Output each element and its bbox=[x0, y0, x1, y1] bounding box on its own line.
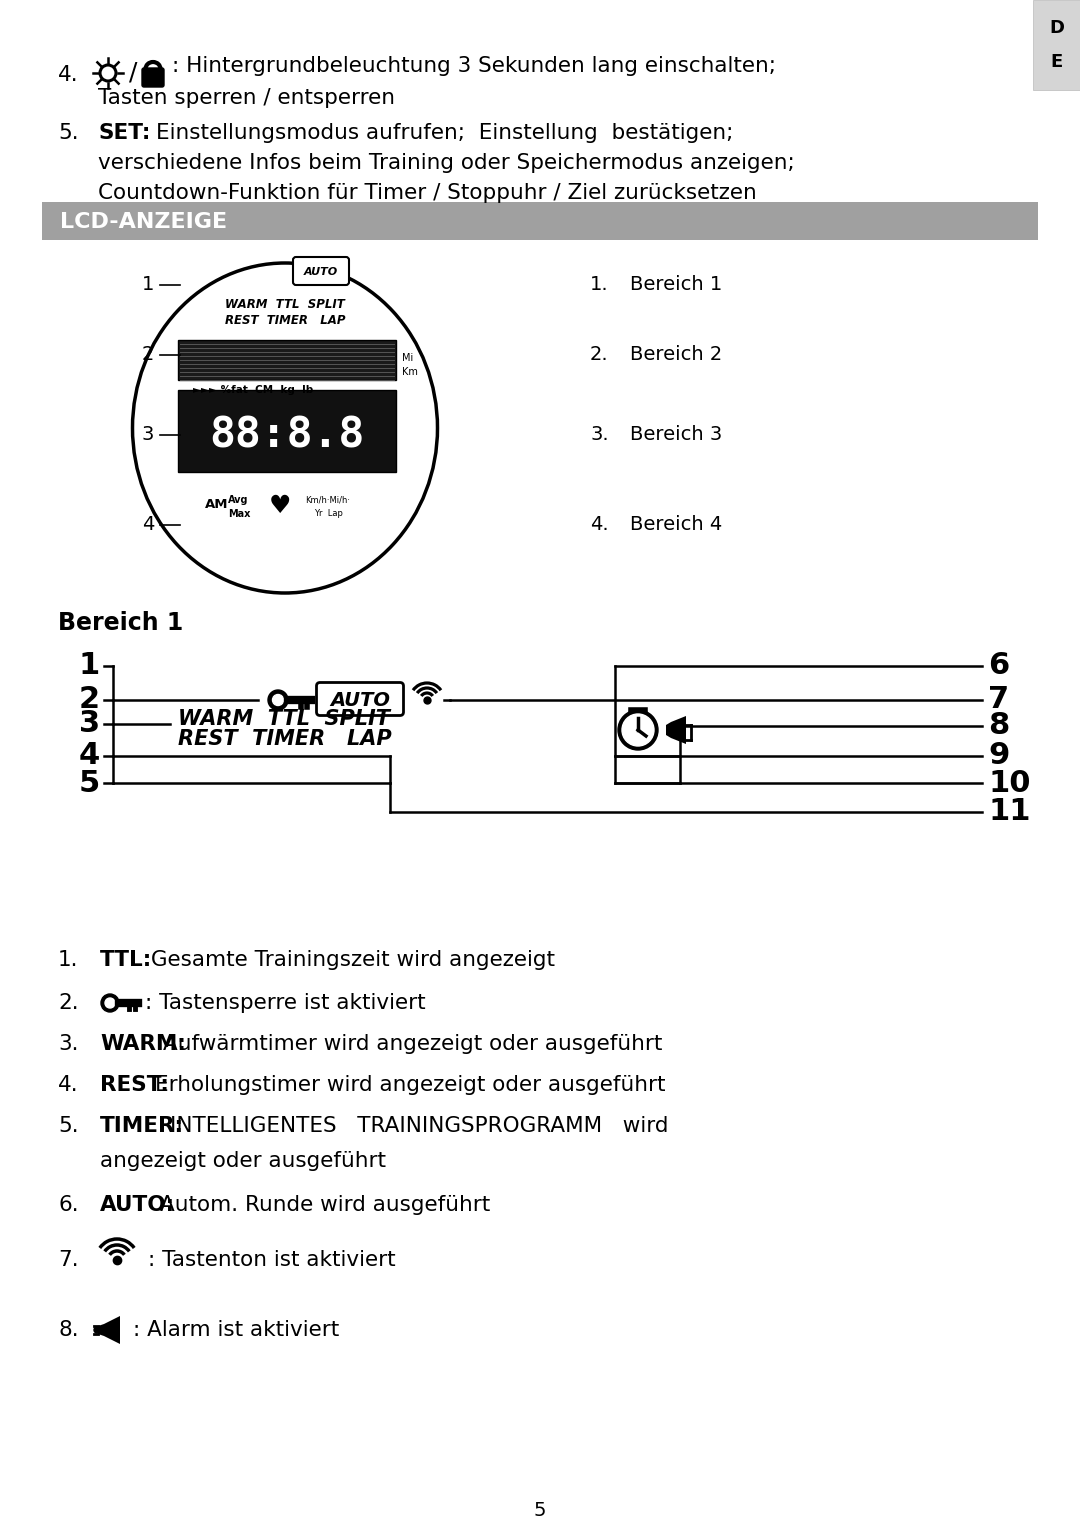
Text: 4.: 4. bbox=[58, 64, 79, 84]
Text: WARM:: WARM: bbox=[100, 1034, 186, 1054]
FancyBboxPatch shape bbox=[141, 67, 164, 87]
Text: angezeigt oder ausgeführt: angezeigt oder ausgeführt bbox=[100, 1151, 386, 1170]
Text: TIMER:: TIMER: bbox=[100, 1115, 184, 1137]
Text: /: / bbox=[129, 61, 137, 84]
Text: Bereich 4: Bereich 4 bbox=[630, 515, 723, 535]
Text: 4: 4 bbox=[79, 741, 100, 771]
Text: 4.: 4. bbox=[590, 515, 609, 535]
Circle shape bbox=[102, 994, 119, 1013]
Text: Bereich 3: Bereich 3 bbox=[630, 426, 723, 444]
Text: ►►► %fat  CM  kg  lb: ►►► %fat CM kg lb bbox=[193, 385, 313, 395]
Text: 8: 8 bbox=[988, 711, 1009, 740]
Text: REST  TIMER   LAP: REST TIMER LAP bbox=[178, 729, 392, 749]
Text: : Alarm ist aktiviert: : Alarm ist aktiviert bbox=[133, 1321, 339, 1340]
Text: 10: 10 bbox=[988, 769, 1030, 798]
Text: 3: 3 bbox=[141, 426, 154, 444]
Text: WARM  TTL  SPLIT: WARM TTL SPLIT bbox=[178, 709, 390, 729]
Text: 6: 6 bbox=[988, 651, 1009, 680]
Text: Bereich 1: Bereich 1 bbox=[58, 611, 184, 634]
Polygon shape bbox=[98, 1316, 120, 1344]
Text: 5: 5 bbox=[534, 1500, 546, 1520]
Text: 2.: 2. bbox=[590, 346, 609, 365]
Text: REST:: REST: bbox=[100, 1075, 168, 1095]
Circle shape bbox=[268, 689, 288, 709]
Text: 11: 11 bbox=[988, 798, 1030, 826]
Text: AUTO:: AUTO: bbox=[100, 1195, 175, 1215]
Text: 5: 5 bbox=[79, 769, 100, 798]
Text: TTL:: TTL: bbox=[100, 950, 152, 970]
Text: Einstellungsmodus aufrufen;  Einstellung  bestätigen;: Einstellungsmodus aufrufen; Einstellung … bbox=[156, 123, 733, 142]
Circle shape bbox=[272, 694, 283, 706]
Text: E: E bbox=[1051, 54, 1063, 70]
Text: D: D bbox=[1050, 18, 1065, 37]
Text: Mi: Mi bbox=[402, 352, 414, 363]
Text: 1: 1 bbox=[141, 276, 154, 294]
Text: 1.: 1. bbox=[590, 276, 609, 294]
Text: Aufwärmtimer wird angezeigt oder ausgeführt: Aufwärmtimer wird angezeigt oder ausgefü… bbox=[163, 1034, 662, 1054]
Text: verschiedene Infos beim Training oder Speichermodus anzeigen;: verschiedene Infos beim Training oder Sp… bbox=[98, 153, 795, 173]
Text: Bereich 2: Bereich 2 bbox=[630, 346, 723, 365]
Text: 4.: 4. bbox=[58, 1075, 79, 1095]
Bar bbox=[178, 340, 396, 380]
Text: Km: Km bbox=[402, 368, 418, 377]
Circle shape bbox=[622, 714, 654, 746]
Text: INTELLIGENTES   TRAININGSPROGRAMM   wird: INTELLIGENTES TRAININGSPROGRAMM wird bbox=[170, 1115, 669, 1137]
Text: 2: 2 bbox=[141, 346, 154, 365]
Polygon shape bbox=[666, 715, 686, 745]
Text: Tasten sperren / entsperren: Tasten sperren / entsperren bbox=[98, 87, 395, 107]
Text: AUTO: AUTO bbox=[303, 267, 338, 277]
Text: 1.: 1. bbox=[58, 950, 79, 970]
Text: 2: 2 bbox=[79, 685, 100, 714]
Bar bbox=[42, 202, 1038, 241]
Text: : Tastenton ist aktiviert: : Tastenton ist aktiviert bbox=[148, 1250, 395, 1270]
Text: 3.: 3. bbox=[590, 426, 609, 444]
Text: 7: 7 bbox=[988, 685, 1009, 714]
Text: 88:8.8: 88:8.8 bbox=[210, 415, 365, 457]
Text: AM: AM bbox=[205, 498, 229, 512]
Text: Countdown-Funktion für Timer / Stoppuhr / Ziel zurücksetzen: Countdown-Funktion für Timer / Stoppuhr … bbox=[98, 182, 757, 204]
Circle shape bbox=[105, 997, 114, 1008]
Text: : Tastensperre ist aktiviert: : Tastensperre ist aktiviert bbox=[145, 993, 426, 1013]
Text: AUTO: AUTO bbox=[330, 691, 390, 709]
Text: LCD-ANZEIGE: LCD-ANZEIGE bbox=[60, 211, 227, 231]
Text: 1: 1 bbox=[79, 651, 100, 680]
Bar bbox=[1032, 0, 1080, 90]
Text: : Hintergrundbeleuchtung 3 Sekunden lang einschalten;: : Hintergrundbeleuchtung 3 Sekunden lang… bbox=[172, 57, 777, 77]
Text: 4: 4 bbox=[141, 515, 154, 535]
Text: Km/h·Mi/h·: Km/h·Mi/h· bbox=[306, 495, 351, 504]
Text: 9: 9 bbox=[988, 741, 1010, 771]
Text: Erholungstimer wird angezeigt oder ausgeführt: Erholungstimer wird angezeigt oder ausge… bbox=[156, 1075, 665, 1095]
Text: 3: 3 bbox=[79, 709, 100, 738]
Text: Bereich 1: Bereich 1 bbox=[630, 276, 723, 294]
FancyBboxPatch shape bbox=[316, 682, 404, 715]
Text: 6.: 6. bbox=[58, 1195, 79, 1215]
Text: ♥: ♥ bbox=[269, 493, 292, 518]
Text: 5.: 5. bbox=[58, 123, 79, 142]
Circle shape bbox=[94, 1327, 100, 1333]
Bar bbox=[178, 391, 396, 472]
Text: 3.: 3. bbox=[58, 1034, 79, 1054]
Text: 7.: 7. bbox=[58, 1250, 79, 1270]
FancyBboxPatch shape bbox=[293, 257, 349, 285]
Text: Gesamte Trainingszeit wird angezeigt: Gesamte Trainingszeit wird angezeigt bbox=[144, 950, 555, 970]
Text: Autom. Runde wird ausgeführt: Autom. Runde wird ausgeführt bbox=[160, 1195, 490, 1215]
Ellipse shape bbox=[133, 264, 437, 593]
Text: Max: Max bbox=[228, 509, 251, 519]
Text: Yr  Lap: Yr Lap bbox=[313, 509, 342, 518]
Text: WARM  TTL  SPLIT: WARM TTL SPLIT bbox=[225, 297, 345, 311]
Text: 8.: 8. bbox=[58, 1321, 79, 1340]
Text: SET:: SET: bbox=[98, 123, 150, 142]
Text: Avg: Avg bbox=[228, 495, 248, 506]
Text: 5.: 5. bbox=[58, 1115, 79, 1137]
Text: 2.: 2. bbox=[58, 993, 79, 1013]
Circle shape bbox=[618, 709, 658, 751]
Text: REST  TIMER   LAP: REST TIMER LAP bbox=[225, 314, 346, 328]
